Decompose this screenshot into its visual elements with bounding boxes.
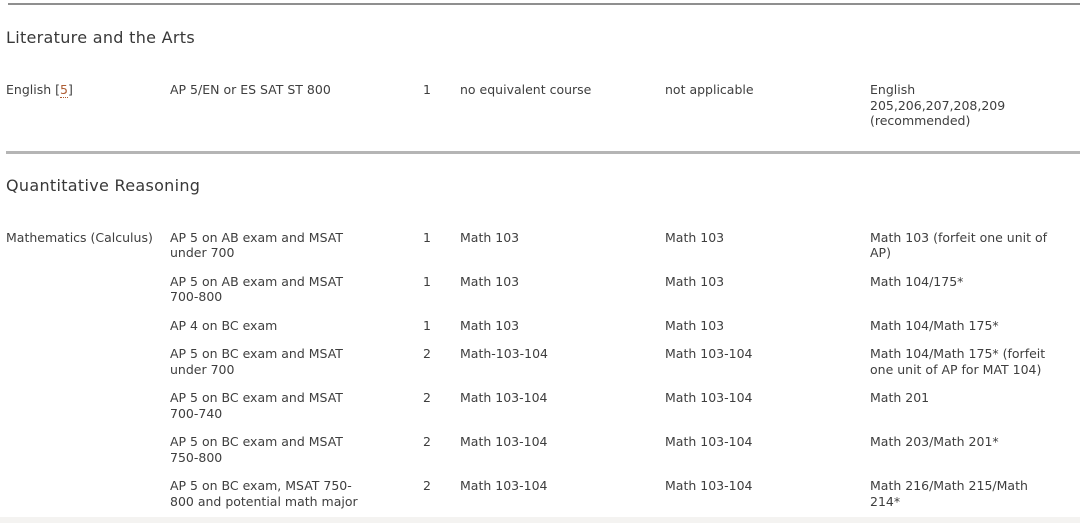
subject-cell: Mathematics (Calculus) (6, 229, 153, 245)
placement-course-cell: Math 103-104 (665, 390, 753, 406)
equivalent-course-cell: Math 103-104 (460, 434, 548, 450)
placement-course-cell: Math 103 (665, 273, 725, 289)
placement-course-cell: Math 103-104 (665, 478, 753, 494)
exam-score-cell: AP 5 on BC exam and MSAT 750-800 (170, 434, 343, 465)
exam-score-cell: AP 5/EN or ES SAT ST 800 (170, 82, 331, 98)
exam-score-cell: AP 5 on BC exam, MSAT 750- 800 and poten… (170, 478, 358, 509)
units-cell: 2 (423, 346, 431, 362)
footnote-bracket-open: [ (55, 82, 61, 98)
recommended-course-cell: Math 203/Math 201* (870, 434, 999, 450)
top-rule-divider (8, 3, 1080, 5)
recommended-course-cell: Math 104/Math 175* (870, 317, 999, 333)
footnote-link[interactable]: 5 (60, 82, 68, 99)
table-row: AP 5 on BC exam and MSAT 750-800 2 Math … (6, 434, 1080, 478)
exam-score-cell: AP 5 on BC exam and MSAT 700-740 (170, 390, 343, 421)
table-row: AP 5 on BC exam, MSAT 750- 800 and poten… (6, 478, 1080, 522)
table-row: AP 5 on AB exam and MSAT 700-800 1 Math … (6, 274, 1080, 318)
section-title: Quantitative Reasoning (6, 175, 201, 195)
units-cell: 1 (423, 317, 431, 333)
table-row: English [5] AP 5/EN or ES SAT ST 800 1 no… (6, 82, 1080, 142)
exam-score-cell: AP 5 on AB exam and MSAT 700-800 (170, 273, 343, 305)
table-row: AP 5 on BC exam and MSAT under 700 2 Mat… (6, 346, 1080, 390)
equivalent-course-cell: Math 103 (460, 273, 520, 289)
table-row: Mathematics (Calculus) AP 5 on AB exam a… (6, 230, 1080, 274)
section-literature-arts: Literature and the Arts English [5] AP 5/… (6, 28, 1080, 142)
placement-course-cell: not applicable (665, 82, 754, 98)
units-cell: 1 (423, 82, 431, 98)
recommended-course-cell: Math 104/175* (870, 273, 964, 289)
section-divider (6, 150, 1080, 154)
placement-course-cell: Math 103-104 (665, 434, 753, 450)
equivalent-course-cell: no equivalent course (460, 82, 592, 98)
units-cell: 2 (423, 478, 431, 494)
units-cell: 1 (423, 273, 431, 289)
recommended-course-cell: English 205,206,207,208,209 (recommended… (870, 82, 1006, 129)
placement-course-cell: Math 103 (665, 317, 725, 333)
equivalent-course-cell: Math 103 (460, 229, 520, 245)
exam-score-cell: AP 5 on BC exam and MSAT under 700 (170, 346, 343, 377)
math-table: Mathematics (Calculus) AP 5 on AB exam a… (6, 230, 1080, 523)
literature-table: English [5] AP 5/EN or ES SAT ST 800 1 no… (6, 82, 1080, 142)
units-cell: 2 (423, 434, 431, 450)
bottom-edge-strip (0, 517, 1080, 523)
recommended-course-cell: Math 103 (forfeit one unit of AP) (870, 229, 1048, 261)
recommended-course-cell: Math 216/Math 215/Math 214* (870, 478, 1028, 509)
exam-score-cell: AP 4 on BC exam (170, 317, 278, 333)
equivalent-course-cell: Math-103-104 (460, 346, 549, 362)
units-cell: 1 (423, 229, 431, 245)
placement-course-cell: Math 103 (665, 229, 725, 245)
ap-credit-table-page: Literature and the Arts English [5] AP 5/… (0, 3, 1080, 523)
placement-course-cell: Math 103-104 (665, 346, 753, 362)
recommended-course-cell: Math 104/Math 175* (forfeit one unit of … (870, 346, 1046, 377)
equivalent-course-cell: Math 103-104 (460, 478, 548, 494)
subject-label: English (6, 82, 52, 98)
subject-cell: English [5] (6, 82, 170, 99)
exam-score-cell: AP 5 on AB exam and MSAT under 700 (170, 229, 343, 261)
section-quantitative-reasoning: Quantitative Reasoning Mathematics (Calc… (6, 176, 1080, 523)
equivalent-course-cell: Math 103-104 (460, 390, 548, 406)
equivalent-course-cell: Math 103 (460, 317, 520, 333)
recommended-course-cell: Math 201 (870, 390, 930, 406)
units-cell: 2 (423, 390, 431, 406)
section-title: Literature and the Arts (6, 28, 195, 47)
table-row: AP 4 on BC exam 1 Math 103 Math 103 Math… (6, 318, 1080, 347)
footnote-bracket-close: ] (67, 82, 73, 98)
table-row: AP 5 on BC exam and MSAT 700-740 2 Math … (6, 390, 1080, 434)
